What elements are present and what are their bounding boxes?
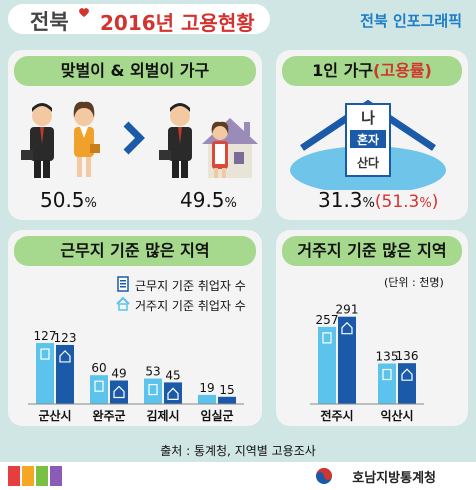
building-icon (117, 276, 129, 292)
value-label: 127 (34, 329, 57, 343)
single-household-illustration: 나 혼자 산다 (290, 99, 446, 190)
house-icon (202, 118, 258, 178)
housewife-icon (211, 121, 229, 178)
building-mark-icon (148, 383, 158, 396)
single-income-pct: 49.5% (180, 188, 237, 212)
value-label: 19 (199, 381, 214, 395)
legend-work: 근무지 기준 취업자 수 (135, 279, 246, 293)
value-label: 291 (336, 303, 359, 317)
home-mark-icon (59, 350, 71, 363)
value-label: 123 (54, 331, 77, 345)
taegeuk-logo-icon (316, 468, 332, 484)
building-mark-icon (322, 332, 332, 344)
footer: 호남지방통계청 (0, 462, 476, 490)
graphic-label: 전북 인포그래픽 (360, 12, 462, 30)
category-label: 군산시 (38, 408, 71, 423)
bar-임실군-0 (198, 394, 216, 404)
building-mark-icon (382, 368, 392, 381)
bar-김제시-1 (164, 382, 182, 404)
building-mark-icon (40, 348, 50, 360)
businesswoman-icon (73, 101, 100, 177)
category-label: 완주군 (92, 409, 125, 423)
home-mark-icon (167, 387, 179, 400)
value-label: 135 (376, 350, 399, 364)
home-icon (116, 296, 130, 311)
value-label: 60 (91, 361, 106, 375)
unit-note: (단위 : 천명) (384, 276, 444, 289)
bar-완주군-1 (110, 380, 128, 404)
page-title: 2016년 고용현황 (100, 11, 255, 35)
businessman-icon-2 (159, 103, 192, 178)
dual-income-pct: 50.5% (40, 188, 97, 212)
home-mark-icon (113, 385, 125, 399)
bar-전주시-1 (338, 316, 356, 404)
couples-illustration (21, 101, 258, 178)
bar-임실군-1 (218, 396, 236, 404)
value-label: 53 (145, 365, 160, 379)
brand-name: 전북 (30, 10, 69, 34)
category-label: 김제시 (146, 408, 179, 423)
value-label: 136 (396, 349, 419, 363)
home-mark-icon (401, 368, 413, 381)
chevron-right-icon (123, 121, 145, 155)
agency-name: 호남지방통계청 (352, 471, 436, 486)
home-mark-icon (341, 321, 353, 335)
value-label: 49 (111, 366, 126, 380)
legend-home: 거주지 기준 취업자 수 (135, 299, 246, 313)
single-household-title: 1인 가구(고용률) (282, 56, 462, 86)
couples-title: 맞벌이 & 외벌이 가구 (14, 56, 256, 86)
home-panel-title: 거주지 기준 많은 지역 (282, 236, 462, 266)
businessman-icon (21, 103, 54, 178)
sign-mid: 혼자 (357, 132, 379, 147)
bar-김제시-0 (144, 378, 162, 404)
header-pill (8, 4, 270, 34)
category-label: 임실군 (200, 408, 233, 423)
sign-top: 나 (361, 109, 375, 127)
category-label: 익산시 (380, 408, 413, 423)
bar-전주시-0 (318, 326, 336, 404)
value-label: 15 (219, 383, 234, 397)
sign-bottom: 산다 (357, 155, 379, 170)
work-panel-title: 근무지 기준 많은 지역 (14, 236, 256, 266)
bar-완주군-0 (90, 375, 108, 404)
bar-군산시-0 (36, 343, 54, 404)
single-household-share: 31.3%(51.3%) (318, 188, 439, 212)
value-label: 45 (165, 368, 180, 382)
heart-icon (79, 8, 89, 17)
value-label: 257 (316, 313, 339, 327)
building-mark-icon (94, 380, 104, 392)
bar-군산시-1 (56, 344, 74, 404)
category-label: 전주시 (320, 408, 353, 423)
source-note: 출처 : 통계청, 지역별 고용조사 (160, 444, 316, 458)
